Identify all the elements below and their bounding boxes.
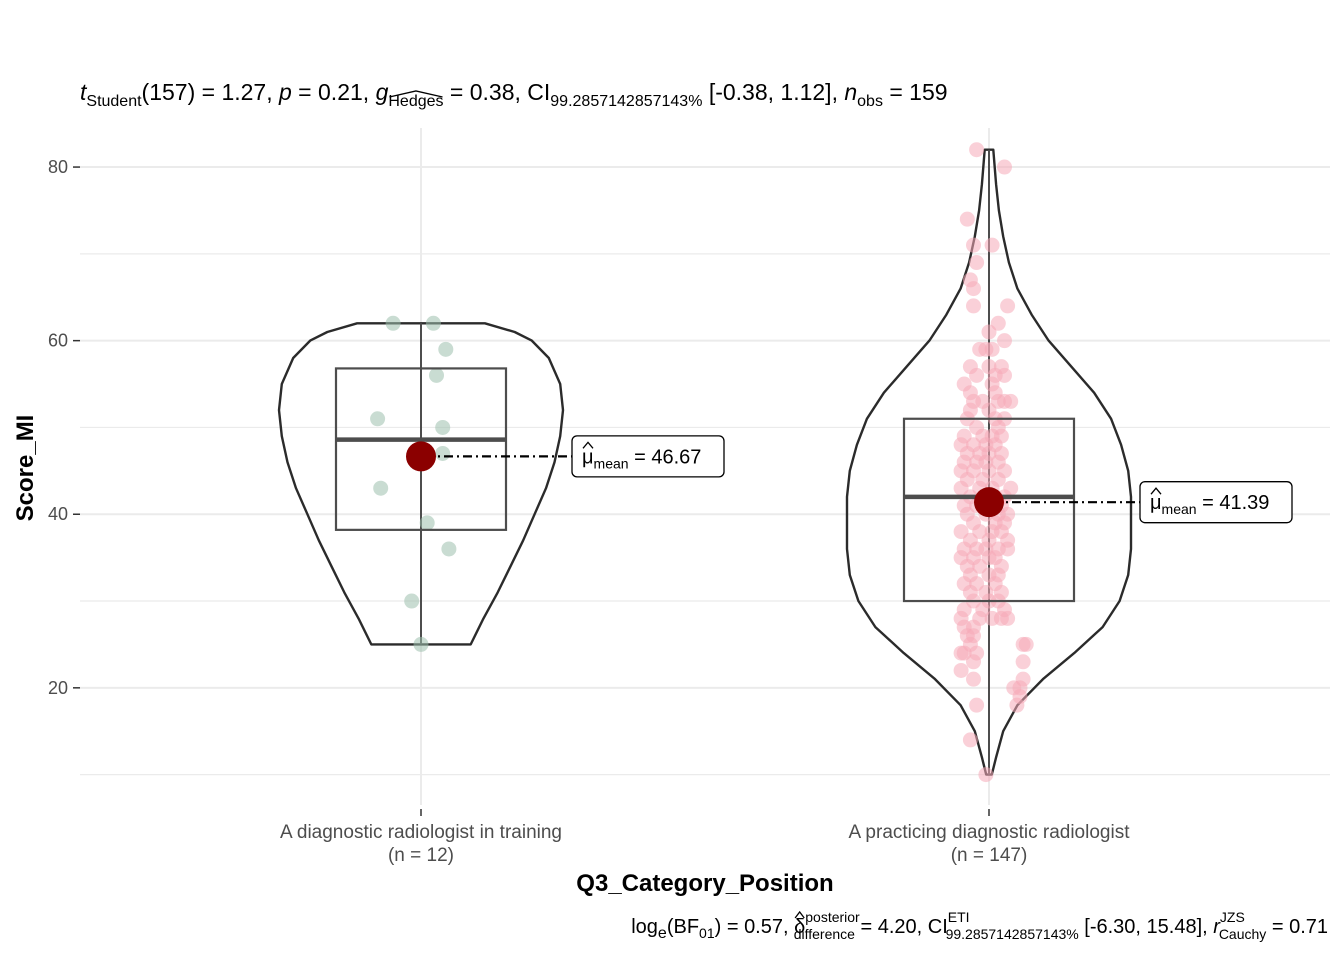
data-point [404,593,420,609]
chart-caption: loge(BF01) = 0.57, δposterior difference … [631,909,1328,942]
data-point [969,255,985,271]
violin [277,322,565,646]
y-tick-label: 40 [48,504,68,524]
data-point [419,515,435,531]
axes: 20 40 60 80 A diagnostic radiologist in trai… [48,157,1130,866]
violin [845,148,1133,776]
mean-label-box [1139,481,1293,524]
data-point [966,671,981,687]
y-tick-label: 80 [48,157,68,177]
data-point [953,662,969,678]
data-point [1000,298,1016,314]
data-point [969,367,985,383]
data-point [438,341,454,357]
group-1: μmean = 46.67 [277,315,725,652]
data-point [435,445,451,461]
mean-point [406,441,436,472]
data-point [959,211,975,227]
mean-point [974,487,1004,518]
mean-label: μmean = 46.67 [582,446,701,471]
group-2: μmean = 41.39 [845,142,1293,783]
data-point [385,315,401,331]
data-point [1003,393,1019,409]
data-point [966,237,981,253]
g-hat-icon [389,90,443,98]
data-point [435,419,451,435]
data-point [441,541,457,557]
groups: μmean = 46.67 μmean = 41.39 [277,142,1293,783]
data-point [966,298,981,314]
x-tick-n-label: (n = 147) [951,845,1028,866]
chart-subtitle: tStudent(157) = 1.27, p = 0.21, gHedges … [80,79,948,110]
data-point [1009,697,1025,713]
data-point [997,367,1012,383]
data-point [373,480,389,496]
data-point [429,367,444,383]
data-point [413,636,429,652]
data-point [984,341,1000,357]
x-tick-n-label: (n = 12) [388,845,454,866]
delta-hat-icon [794,910,805,919]
mean-hat-icon [1150,487,1162,495]
data-point [978,767,994,783]
data-point [1000,610,1016,626]
data-point [1015,654,1031,670]
data-point [425,315,441,331]
x-tick-label: A diagnostic radiologist in training [280,822,562,843]
mean-label-box [571,435,725,478]
data-point [969,697,985,713]
data-point [966,654,981,670]
x-axis-title: Q3_Category_Position [576,870,833,897]
data-point [370,411,386,427]
box [334,367,508,531]
data-point [997,333,1012,349]
mean-label: μmean = 41.39 [1150,492,1269,517]
data-point [962,732,978,748]
x-tick-label: A practicing diagnostic radiologist [849,822,1131,843]
data-point [1018,636,1034,652]
data-point [1000,541,1016,557]
data-point [984,237,1000,253]
y-axis-title: Score_MI [12,415,39,522]
data-point [966,281,981,297]
data-point [997,159,1012,175]
data-point [981,324,997,340]
data-point [969,142,985,158]
y-tick-label: 20 [48,678,68,698]
mean-hat-icon [582,441,594,449]
y-tick-label: 60 [48,331,68,351]
box [902,417,1076,603]
